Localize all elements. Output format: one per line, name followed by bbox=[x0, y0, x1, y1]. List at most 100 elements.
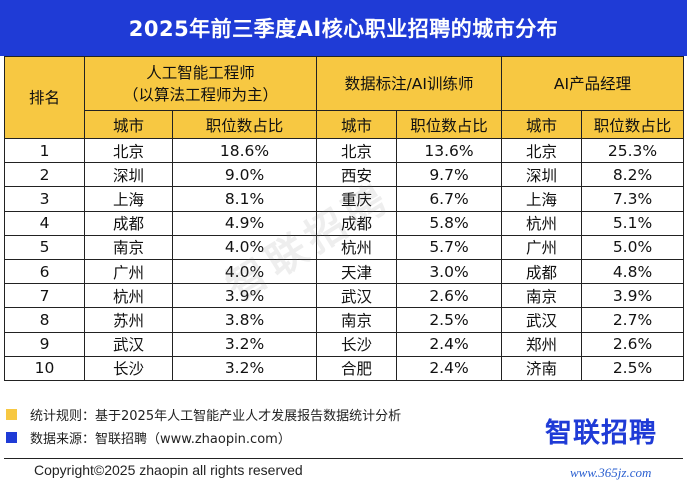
ai-pm-city-cell: 广州 bbox=[501, 234, 583, 260]
rank-cell: 6 bbox=[4, 258, 85, 285]
ai-pm-share-cell: 2.7% bbox=[581, 307, 685, 333]
ai-engineer-share-cell: 8.1% bbox=[171, 186, 318, 212]
ai-engineer-city-cell: 深圳 bbox=[84, 162, 173, 188]
ai-pm-city-cell: 杭州 bbox=[501, 210, 583, 236]
rank-cell: 10 bbox=[4, 355, 85, 381]
ai-engineer-city-cell: 苏州 bbox=[84, 307, 173, 333]
rank-cell: 9 bbox=[4, 331, 85, 357]
yellow-square-icon bbox=[6, 409, 17, 420]
rank-cell: 1 bbox=[4, 137, 85, 164]
note-source-text: 数据来源：智联招聘（www.zhaopin.com） bbox=[30, 432, 291, 447]
data-annotation-city-cell: 杭州 bbox=[316, 234, 398, 260]
ai-pm-share-cell: 5.1% bbox=[581, 210, 685, 236]
ai-pm-share-cell: 8.2% bbox=[581, 162, 685, 188]
table-row: 1 北京 18.6% 北京 13.6% 北京 25.3% bbox=[4, 137, 685, 164]
group-header-ai-product-manager: AI产品经理 bbox=[501, 56, 685, 111]
table-row: 6 广州 4.0% 天津 3.0% 成都 4.8% bbox=[4, 258, 685, 285]
table-row: 4 成都 4.9% 成都 5.8% 杭州 5.1% bbox=[4, 210, 685, 236]
notes: 统计规则：基于2025年人工智能产业人才发展报告数据统计分析 数据来源：智联招聘… bbox=[6, 403, 506, 449]
data-annotation-share-cell: 2.5% bbox=[396, 307, 503, 333]
group-header-line2: （以算法工程师为主） bbox=[123, 85, 279, 104]
table-row: 5 南京 4.0% 杭州 5.7% 广州 5.0% bbox=[4, 234, 685, 260]
ai-engineer-city-cell: 南京 bbox=[84, 234, 173, 260]
rank-cell: 8 bbox=[4, 307, 85, 333]
ai-pm-city-cell: 武汉 bbox=[501, 307, 583, 333]
ai-engineer-share-cell: 3.2% bbox=[171, 355, 318, 381]
table-row: 9 武汉 3.2% 长沙 2.4% 郑州 2.6% bbox=[4, 331, 685, 357]
ai-pm-city-cell: 郑州 bbox=[501, 331, 583, 357]
copyright-text: Copyright©2025 zhaopin all rights reserv… bbox=[34, 462, 303, 478]
rank-header: 排名 bbox=[4, 56, 85, 139]
table-row: 10 长沙 3.2% 合肥 2.4% 济南 2.5% bbox=[4, 355, 685, 381]
rank-cell: 2 bbox=[4, 162, 85, 188]
data-annotation-city-cell: 重庆 bbox=[316, 186, 398, 212]
ai-engineer-share-cell: 3.2% bbox=[171, 331, 318, 357]
ai-engineer-city-cell: 杭州 bbox=[84, 283, 173, 309]
ai-engineer-city-cell: 长沙 bbox=[84, 355, 173, 381]
rank-cell: 4 bbox=[4, 210, 85, 236]
data-annotation-share-cell: 6.7% bbox=[396, 186, 503, 212]
ai-pm-share-cell: 3.9% bbox=[581, 283, 685, 309]
data-annotation-city-cell: 西安 bbox=[316, 162, 398, 188]
sub-header-city: 城市 bbox=[501, 110, 583, 139]
rank-cell: 7 bbox=[4, 283, 85, 309]
ai-engineer-share-cell: 3.8% bbox=[171, 307, 318, 333]
rank-cell: 5 bbox=[4, 234, 85, 260]
data-annotation-city-cell: 成都 bbox=[316, 210, 398, 236]
ai-engineer-share-cell: 18.6% bbox=[171, 137, 318, 164]
sub-header-share: 职位数占比 bbox=[396, 110, 503, 139]
ai-pm-share-cell: 5.0% bbox=[581, 234, 685, 260]
ai-engineer-share-cell: 3.9% bbox=[171, 283, 318, 309]
data-annotation-city-cell: 合肥 bbox=[316, 355, 398, 381]
zhaopin-logo: 智联招聘 bbox=[545, 418, 657, 449]
ai-engineer-city-cell: 北京 bbox=[84, 137, 173, 164]
table-row: 8 苏州 3.8% 南京 2.5% 武汉 2.7% bbox=[4, 307, 685, 333]
ai-pm-city-cell: 成都 bbox=[501, 258, 583, 285]
ai-pm-share-cell: 7.3% bbox=[581, 186, 685, 212]
ai-engineer-city-cell: 武汉 bbox=[84, 331, 173, 357]
ai-pm-city-cell: 济南 bbox=[501, 355, 583, 381]
note-rule-text: 统计规则：基于2025年人工智能产业人才发展报告数据统计分析 bbox=[30, 409, 402, 424]
ai-pm-city-cell: 上海 bbox=[501, 186, 583, 212]
data-annotation-share-cell: 2.4% bbox=[396, 355, 503, 381]
ai-pm-city-cell: 深圳 bbox=[501, 162, 583, 188]
ai-pm-share-cell: 2.6% bbox=[581, 331, 685, 357]
data-annotation-share-cell: 5.7% bbox=[396, 234, 503, 260]
ai-engineer-city-cell: 成都 bbox=[84, 210, 173, 236]
data-annotation-city-cell: 天津 bbox=[316, 258, 398, 285]
table-row: 7 杭州 3.9% 武汉 2.6% 南京 3.9% bbox=[4, 283, 685, 309]
group-header-ai-engineer: 人工智能工程师 （以算法工程师为主） bbox=[83, 56, 318, 111]
ai-engineer-share-cell: 4.0% bbox=[171, 234, 318, 260]
blue-square-icon bbox=[6, 432, 17, 443]
data-annotation-share-cell: 2.6% bbox=[396, 283, 503, 309]
data-annotation-city-cell: 长沙 bbox=[316, 331, 398, 357]
ai-engineer-share-cell: 9.0% bbox=[171, 162, 318, 188]
ai-pm-share-cell: 25.3% bbox=[581, 137, 685, 164]
footer-divider bbox=[4, 458, 683, 459]
ai-engineer-share-cell: 4.0% bbox=[171, 258, 318, 285]
data-annotation-city-cell: 南京 bbox=[316, 307, 398, 333]
data-annotation-share-cell: 13.6% bbox=[396, 137, 503, 164]
sub-header-share: 职位数占比 bbox=[581, 110, 685, 139]
data-annotation-city-cell: 北京 bbox=[316, 137, 398, 164]
note-rule: 统计规则：基于2025年人工智能产业人才发展报告数据统计分析 bbox=[6, 403, 506, 426]
ai-pm-city-cell: 南京 bbox=[501, 283, 583, 309]
ai-pm-share-cell: 4.8% bbox=[581, 258, 685, 285]
ai-engineer-city-cell: 上海 bbox=[84, 186, 173, 212]
table-row: 3 上海 8.1% 重庆 6.7% 上海 7.3% bbox=[4, 186, 685, 212]
ai-pm-share-cell: 2.5% bbox=[581, 355, 685, 381]
city-distribution-table: 排名 人工智能工程师 （以算法工程师为主） 数据标注/AI训练师 AI产品经理 … bbox=[4, 56, 685, 381]
sub-header-share: 职位数占比 bbox=[171, 110, 318, 139]
sub-header-city: 城市 bbox=[84, 110, 173, 139]
data-annotation-share-cell: 9.7% bbox=[396, 162, 503, 188]
page-title: 2025年前三季度AI核心职业招聘的城市分布 bbox=[0, 0, 687, 56]
group-header-data-annotation: 数据标注/AI训练师 bbox=[316, 56, 503, 111]
group-header-line1: 人工智能工程师 bbox=[146, 63, 255, 82]
ai-pm-city-cell: 北京 bbox=[501, 137, 583, 164]
data-annotation-share-cell: 3.0% bbox=[396, 258, 503, 285]
note-source: 数据来源：智联招聘（www.zhaopin.com） bbox=[6, 426, 506, 449]
ai-engineer-share-cell: 4.9% bbox=[171, 210, 318, 236]
data-annotation-share-cell: 2.4% bbox=[396, 331, 503, 357]
table-row: 2 深圳 9.0% 西安 9.7% 深圳 8.2% bbox=[4, 162, 685, 188]
sub-header-city: 城市 bbox=[316, 110, 398, 139]
